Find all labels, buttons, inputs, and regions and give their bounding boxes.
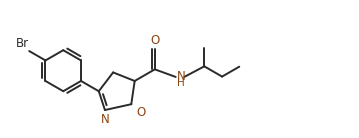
Text: N: N xyxy=(177,70,186,83)
Text: Br: Br xyxy=(15,37,28,50)
Text: N: N xyxy=(101,113,109,126)
Text: O: O xyxy=(150,34,159,47)
Text: H: H xyxy=(177,78,185,88)
Text: O: O xyxy=(136,106,145,119)
